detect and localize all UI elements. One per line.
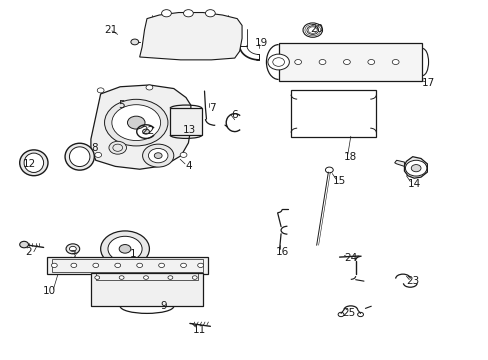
Text: 4: 4 bbox=[185, 161, 191, 171]
Circle shape bbox=[167, 276, 172, 279]
Circle shape bbox=[143, 276, 148, 279]
Circle shape bbox=[343, 59, 349, 64]
Circle shape bbox=[109, 141, 126, 154]
Text: 25: 25 bbox=[342, 308, 355, 318]
Polygon shape bbox=[140, 13, 242, 60]
Circle shape bbox=[51, 263, 57, 267]
Text: 14: 14 bbox=[407, 179, 420, 189]
Circle shape bbox=[161, 10, 171, 17]
Polygon shape bbox=[404, 157, 427, 178]
Circle shape bbox=[131, 39, 139, 45]
Text: 20: 20 bbox=[309, 24, 323, 35]
Ellipse shape bbox=[65, 143, 94, 170]
Text: 8: 8 bbox=[91, 143, 98, 153]
Text: 15: 15 bbox=[332, 176, 346, 186]
Polygon shape bbox=[91, 85, 190, 169]
Text: 22: 22 bbox=[141, 126, 154, 135]
Circle shape bbox=[319, 59, 325, 64]
Text: 5: 5 bbox=[118, 100, 124, 110]
Circle shape bbox=[115, 263, 121, 267]
Circle shape bbox=[20, 241, 28, 248]
Text: 23: 23 bbox=[405, 276, 419, 286]
Circle shape bbox=[69, 246, 76, 251]
Bar bbox=[52, 259, 203, 272]
Circle shape bbox=[294, 59, 301, 64]
Circle shape bbox=[154, 153, 162, 158]
Circle shape bbox=[410, 165, 420, 172]
Circle shape bbox=[158, 263, 164, 267]
Circle shape bbox=[205, 10, 215, 17]
Circle shape bbox=[148, 148, 167, 163]
Bar bbox=[278, 42, 422, 81]
Bar bbox=[91, 273, 203, 306]
Text: 11: 11 bbox=[193, 325, 206, 334]
Bar bbox=[47, 257, 207, 274]
Circle shape bbox=[146, 85, 153, 90]
Text: 7: 7 bbox=[209, 103, 216, 113]
Text: 6: 6 bbox=[231, 111, 238, 121]
Circle shape bbox=[192, 276, 197, 279]
Text: 17: 17 bbox=[421, 78, 434, 88]
Text: 9: 9 bbox=[161, 301, 167, 311]
Circle shape bbox=[183, 10, 193, 17]
Text: 12: 12 bbox=[22, 159, 36, 169]
Circle shape bbox=[197, 263, 203, 267]
Circle shape bbox=[142, 129, 149, 134]
Text: 3: 3 bbox=[69, 250, 76, 260]
Circle shape bbox=[119, 276, 124, 279]
Bar bbox=[96, 273, 198, 280]
Circle shape bbox=[367, 59, 374, 64]
Circle shape bbox=[112, 105, 160, 140]
Polygon shape bbox=[394, 160, 404, 166]
Bar bbox=[170, 108, 202, 135]
Circle shape bbox=[101, 231, 149, 267]
Circle shape bbox=[303, 23, 322, 37]
Text: 1: 1 bbox=[130, 248, 136, 258]
Circle shape bbox=[127, 116, 145, 129]
Circle shape bbox=[93, 263, 99, 267]
Text: 24: 24 bbox=[344, 253, 357, 263]
Circle shape bbox=[108, 236, 142, 261]
Bar bbox=[290, 90, 375, 137]
Circle shape bbox=[142, 144, 173, 167]
Ellipse shape bbox=[69, 147, 90, 167]
Circle shape bbox=[137, 263, 142, 267]
Text: 13: 13 bbox=[183, 125, 196, 135]
Text: 21: 21 bbox=[103, 25, 117, 35]
Text: 18: 18 bbox=[344, 152, 357, 162]
Circle shape bbox=[95, 276, 100, 279]
Text: 2: 2 bbox=[25, 247, 32, 257]
Circle shape bbox=[66, 244, 80, 254]
Circle shape bbox=[180, 152, 186, 157]
Text: 16: 16 bbox=[275, 247, 288, 257]
Circle shape bbox=[71, 263, 77, 267]
Circle shape bbox=[180, 263, 186, 267]
Circle shape bbox=[405, 160, 426, 176]
Ellipse shape bbox=[20, 150, 48, 176]
Text: 10: 10 bbox=[43, 286, 56, 296]
Circle shape bbox=[119, 244, 131, 253]
Circle shape bbox=[104, 99, 167, 146]
Circle shape bbox=[267, 54, 289, 70]
Circle shape bbox=[97, 88, 104, 93]
Circle shape bbox=[95, 152, 102, 157]
Circle shape bbox=[391, 59, 398, 64]
Ellipse shape bbox=[24, 153, 43, 172]
Text: 19: 19 bbox=[254, 38, 267, 48]
